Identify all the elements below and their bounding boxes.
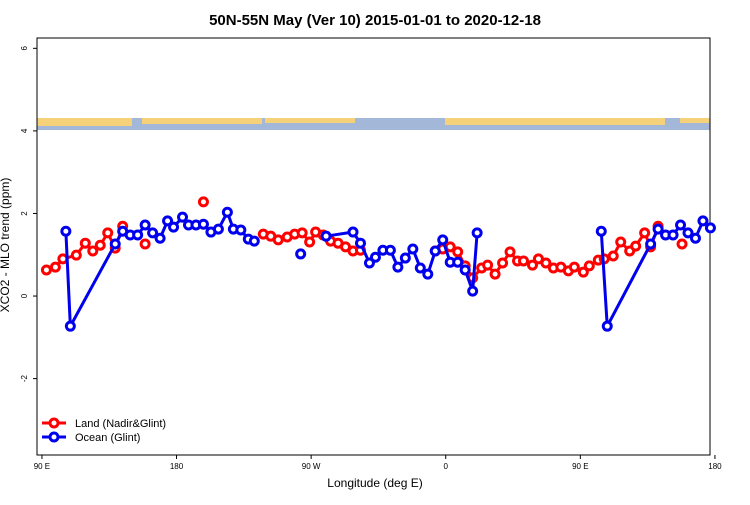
point xyxy=(87,245,99,257)
x-axis-label: Longitude (deg E) xyxy=(327,476,422,490)
point xyxy=(79,237,91,249)
point xyxy=(504,246,516,258)
y-tick-label: 6 xyxy=(20,46,29,51)
point xyxy=(272,234,284,246)
point xyxy=(429,245,441,257)
point xyxy=(295,248,307,260)
legend-marker xyxy=(48,417,60,429)
point xyxy=(471,227,483,239)
point xyxy=(697,215,709,227)
legend-label: Ocean (Glint) xyxy=(75,432,140,444)
point xyxy=(384,244,396,256)
point xyxy=(197,218,209,230)
y-tick-label: -2 xyxy=(20,375,29,383)
map-strip xyxy=(37,118,710,130)
point xyxy=(568,261,580,273)
point xyxy=(667,229,679,241)
point xyxy=(40,264,52,276)
point xyxy=(60,225,72,237)
y-axis-label: XCO2 - MLO trend (ppm) xyxy=(0,178,12,313)
point xyxy=(482,259,494,271)
point xyxy=(497,257,509,269)
legend-item: Land (Nadir&Glint) xyxy=(42,417,166,430)
y-tick-label: 0 xyxy=(20,293,29,298)
point xyxy=(689,232,701,244)
point xyxy=(595,225,607,237)
plot-frame xyxy=(36,37,711,456)
point xyxy=(682,227,694,239)
point xyxy=(94,239,106,251)
series-line xyxy=(64,208,712,332)
x-tick-label: 180 xyxy=(170,462,184,471)
point xyxy=(452,256,464,268)
x-tick-label: 90 W xyxy=(302,462,321,471)
point xyxy=(221,206,233,218)
point xyxy=(577,266,589,278)
point xyxy=(347,226,359,238)
point xyxy=(147,227,159,239)
legend-label: Land (Nadir&Glint) xyxy=(75,418,166,430)
point xyxy=(601,320,613,332)
point xyxy=(540,257,552,269)
point xyxy=(675,219,687,231)
point xyxy=(168,221,180,233)
x-tick-label: 90 E xyxy=(34,462,50,471)
point xyxy=(132,229,144,241)
point xyxy=(452,246,464,258)
x-tick-label: 0 xyxy=(444,462,449,471)
legend-item: Ocean (Glint) xyxy=(42,431,140,444)
point xyxy=(615,236,627,248)
point xyxy=(392,261,404,273)
point xyxy=(139,219,151,231)
point xyxy=(489,268,501,280)
chart-title: 50N-55N May (Ver 10) 2015-01-01 to 2020-… xyxy=(209,12,541,29)
point xyxy=(139,238,151,250)
point xyxy=(248,235,260,247)
point xyxy=(70,249,82,261)
point xyxy=(162,215,174,227)
point xyxy=(422,268,434,280)
point xyxy=(399,252,411,264)
point xyxy=(369,251,381,263)
point xyxy=(407,243,419,255)
point xyxy=(652,223,664,235)
point xyxy=(639,227,651,239)
point xyxy=(583,260,595,272)
y-tick-label: 4 xyxy=(20,128,29,133)
point xyxy=(304,236,316,248)
point xyxy=(154,232,166,244)
point xyxy=(49,261,61,273)
point xyxy=(645,238,657,250)
point xyxy=(212,223,224,235)
y-tick-label: 2 xyxy=(20,211,29,216)
point xyxy=(518,255,530,267)
point xyxy=(102,227,114,239)
point xyxy=(354,237,366,249)
point xyxy=(607,250,619,262)
point xyxy=(177,211,189,223)
point xyxy=(109,238,121,250)
point xyxy=(235,224,247,236)
point xyxy=(437,234,449,246)
point xyxy=(467,285,479,297)
x-tick-label: 90 E xyxy=(572,462,588,471)
point xyxy=(526,259,538,271)
point xyxy=(197,196,209,208)
point xyxy=(676,238,688,250)
point xyxy=(459,264,471,276)
legend-marker xyxy=(48,431,60,443)
point xyxy=(414,262,426,274)
point xyxy=(64,320,76,332)
point xyxy=(320,230,332,242)
x-tick-label: 180 xyxy=(708,462,722,471)
point xyxy=(630,240,642,252)
point xyxy=(296,227,308,239)
point xyxy=(704,222,716,234)
